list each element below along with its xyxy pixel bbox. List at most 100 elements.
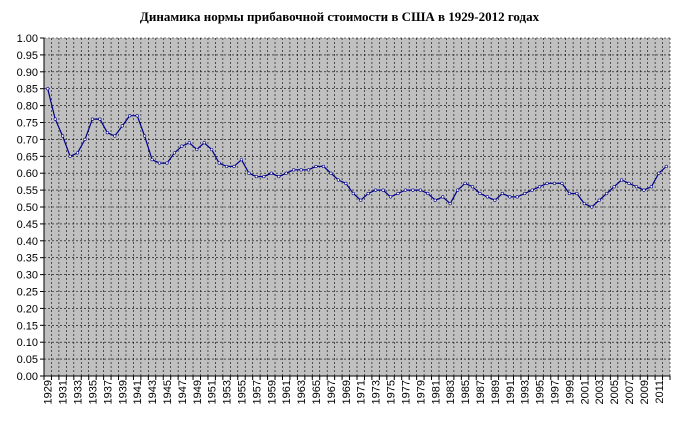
- x-axis-tick-labels: 1929 1931 1933 1935 1937 1939 1941 1943 1945 1947…: [43, 376, 671, 404]
- x-tick-label: 1959: [266, 380, 278, 404]
- x-tick-label: 1939: [117, 380, 129, 404]
- x-tick-label: 2009: [639, 380, 651, 404]
- data-point: [90, 117, 95, 121]
- y-tick-label: 0.50: [17, 202, 38, 214]
- data-point: [202, 141, 206, 145]
- y-tick-label: 0.25: [17, 287, 38, 299]
- data-point: [448, 202, 452, 206]
- data-point: [545, 181, 549, 185]
- x-tick-label: 1983: [445, 380, 457, 404]
- x-tick-label: 1951: [207, 380, 219, 404]
- y-tick-label: 0.45: [17, 219, 38, 231]
- x-tick-label: 2007: [624, 380, 636, 404]
- data-point: [329, 171, 333, 175]
- data-point: [359, 198, 363, 202]
- data-point: [157, 161, 162, 165]
- data-point: [217, 161, 221, 165]
- x-tick-label: 1969: [341, 380, 353, 404]
- data-point: [284, 171, 288, 175]
- x-tick-label: 1949: [192, 380, 204, 404]
- data-point: [165, 161, 169, 165]
- x-tick-label: 1975: [386, 380, 398, 404]
- data-point: [582, 202, 586, 206]
- data-point: [239, 158, 244, 162]
- data-point: [83, 137, 87, 141]
- y-tick-label: 0.20: [17, 303, 38, 315]
- data-point: [366, 191, 370, 196]
- data-point: [649, 185, 653, 189]
- data-point: [306, 168, 311, 172]
- chart-title: Динамика нормы прибавочной стоимости в С…: [139, 9, 540, 24]
- data-point: [299, 168, 303, 172]
- data-point: [508, 195, 512, 199]
- data-point: [344, 181, 348, 185]
- data-point: [381, 188, 385, 192]
- data-point: [433, 198, 437, 202]
- x-tick-label: 1957: [251, 380, 263, 404]
- x-tick-label: 1937: [102, 380, 114, 404]
- data-point: [523, 191, 527, 196]
- x-tick-label: 1945: [162, 380, 174, 404]
- x-tick-label: 1961: [281, 380, 293, 404]
- data-point: [485, 195, 490, 199]
- y-tick-label: 0.30: [17, 270, 38, 282]
- y-tick-label: 0.15: [17, 320, 38, 332]
- data-point: [374, 188, 378, 192]
- data-point: [463, 181, 467, 185]
- data-point: [493, 198, 497, 202]
- data-point: [411, 188, 415, 192]
- data-point: [456, 188, 460, 192]
- y-tick-label: 0.35: [17, 253, 38, 265]
- data-point: [418, 188, 422, 192]
- data-point: [664, 164, 668, 169]
- y-axis-tick-labels: 0.00 0.05 0.10 0.15 0.20 0.25 0.30 0.35 0.40 0.45…: [17, 33, 44, 383]
- x-tick-label: 1943: [147, 380, 159, 404]
- x-tick-label: 1995: [535, 380, 547, 404]
- data-point: [128, 114, 132, 118]
- x-tick-label: 1955: [236, 380, 248, 404]
- y-tick-label: 0.80: [17, 101, 38, 113]
- data-point: [426, 191, 430, 196]
- x-tick-label: 1929: [43, 380, 55, 404]
- data-point: [277, 174, 281, 179]
- data-point: [537, 185, 542, 189]
- x-tick-label: 1991: [505, 380, 517, 404]
- data-point: [53, 117, 57, 121]
- data-point: [269, 171, 273, 175]
- data-point: [150, 158, 154, 162]
- horizontal-gridlines: [44, 37, 670, 377]
- data-point: [61, 134, 65, 138]
- data-point: [336, 178, 340, 182]
- y-tick-label: 0.60: [17, 168, 38, 180]
- data-point: [515, 195, 519, 199]
- x-tick-label: 1967: [326, 380, 338, 404]
- y-tick-label: 0.95: [17, 50, 38, 62]
- data-point: [560, 181, 564, 185]
- data-point: [113, 134, 117, 138]
- data-point: [552, 181, 557, 185]
- data-point: [470, 185, 475, 189]
- y-tick-label: 0.55: [17, 185, 38, 197]
- data-point: [98, 117, 102, 121]
- data-point: [351, 191, 355, 196]
- x-tick-label: 1931: [58, 380, 70, 404]
- x-tick-label: 1985: [460, 380, 472, 404]
- x-tick-label: 1947: [177, 380, 189, 404]
- data-series: [46, 87, 668, 209]
- y-tick-label: 0.85: [17, 84, 38, 96]
- x-tick-label: 1953: [222, 380, 234, 404]
- x-tick-label: 1987: [475, 380, 487, 404]
- data-point: [321, 164, 326, 169]
- y-tick-label: 0.65: [17, 151, 38, 163]
- data-point: [612, 185, 616, 189]
- x-tick-label: 1989: [490, 380, 502, 404]
- data-point: [619, 178, 624, 182]
- x-tick-label: 1933: [73, 380, 85, 404]
- x-tick-label: 1973: [371, 380, 383, 404]
- data-point: [530, 188, 534, 192]
- data-point: [254, 174, 258, 179]
- data-point: [46, 87, 50, 91]
- data-point: [292, 168, 296, 172]
- y-tick-label: 1.00: [17, 33, 38, 45]
